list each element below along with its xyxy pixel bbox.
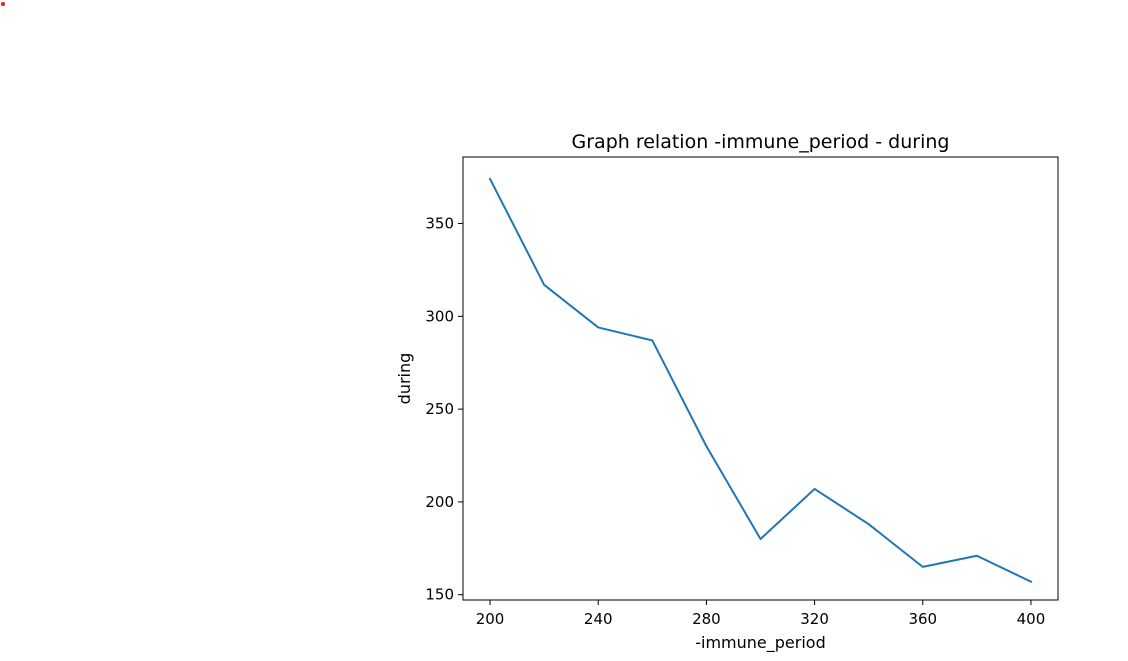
x-tick-label: 360 bbox=[908, 610, 937, 628]
x-tick-label: 200 bbox=[476, 610, 505, 628]
chart-title: Graph relation -immune_period - during bbox=[572, 131, 950, 153]
y-tick-label: 150 bbox=[425, 586, 454, 604]
y-axis-label: during bbox=[395, 353, 414, 405]
x-tick-label: 400 bbox=[1017, 610, 1046, 628]
y-tick-label: 200 bbox=[425, 493, 454, 511]
x-tick-label: 280 bbox=[692, 610, 721, 628]
red-dot-marker bbox=[1, 2, 5, 6]
y-tick-label: 350 bbox=[425, 215, 454, 233]
series-group bbox=[488, 177, 1033, 584]
x-axis-ticks: 200 240 280 320 360 400 bbox=[476, 600, 1046, 628]
plot-area-frame bbox=[462, 156, 1059, 601]
x-tick-label: 320 bbox=[800, 610, 829, 628]
y-axis-ticks: 150 200 250 300 350 bbox=[425, 215, 463, 604]
series-line bbox=[488, 177, 1033, 584]
y-tick-label: 250 bbox=[425, 400, 454, 418]
y-tick-label: 300 bbox=[425, 307, 454, 325]
x-axis-label: -immune_period bbox=[695, 633, 825, 653]
x-tick-label: 240 bbox=[584, 610, 613, 628]
